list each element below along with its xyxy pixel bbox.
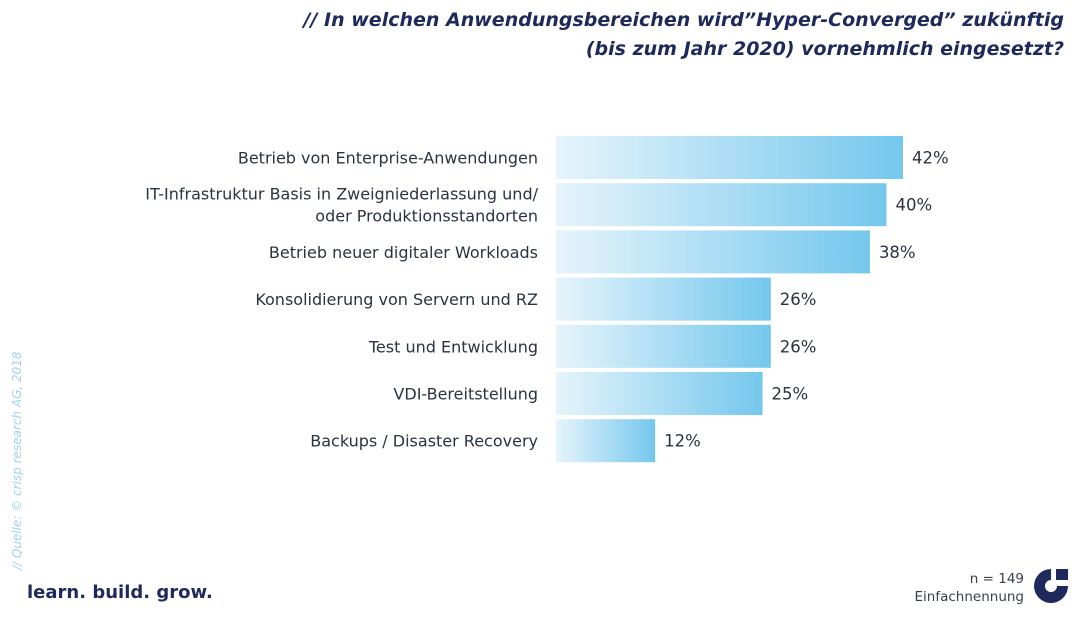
category-label-2: IT-Infrastruktur Basis in Zweigniederlas… (145, 185, 538, 226)
value-label-6: 25% (772, 385, 809, 404)
chart-title-line-2: (bis zum Jahr 2020) vornehmlich eingeset… (585, 38, 1064, 60)
chart-title: // In welchen Anwendungsbereichen wird”H… (164, 6, 1064, 64)
source-note: // Quelle: © crisp research AG, 2018 (10, 351, 24, 570)
value-label-4: 26% (780, 290, 817, 309)
value-label-3: 38% (879, 243, 916, 262)
crisp-c-logo-icon (1034, 569, 1068, 603)
category-label-6-line-1: VDI-Bereitstellung (393, 385, 538, 404)
category-label-5: Test und Entwicklung (368, 337, 538, 356)
value-label-1: 42% (912, 149, 949, 168)
category-label-1: Betrieb von Enterprise-Anwendungen (238, 149, 538, 168)
category-label-5-line-1: Test und Entwicklung (368, 337, 538, 356)
slogan: learn. build. grow. (27, 582, 213, 603)
category-label-3: Betrieb neuer digitaler Workloads (269, 243, 538, 262)
category-label-7: Backups / Disaster Recovery (310, 432, 538, 451)
bar-7 (556, 419, 656, 463)
category-label-4: Konsolidierung von Servern und RZ (255, 290, 538, 309)
sample-info: n = 149 Einfachnennung (915, 570, 1025, 606)
category-label-2-line-1: IT-Infrastruktur Basis in Zweigniederlas… (145, 185, 538, 204)
category-label-7-line-1: Backups / Disaster Recovery (310, 432, 538, 451)
bar-6 (556, 372, 763, 415)
category-label-4-line-1: Konsolidierung von Servern und RZ (255, 290, 538, 309)
value-label-7: 12% (664, 432, 701, 451)
value-label-5: 26% (780, 337, 817, 356)
bar-4 (556, 277, 771, 321)
chart-title-line-1: // In welchen Anwendungsbereichen wird”H… (303, 9, 1064, 31)
category-label-3-line-1: Betrieb neuer digitaler Workloads (269, 243, 538, 262)
bar-3 (556, 230, 870, 274)
value-label-2: 40% (895, 196, 932, 215)
bars-group: 42% Betrieb von Enterprise-Anwendungen 40%… (145, 136, 949, 463)
category-label-1-line-1: Betrieb von Enterprise-Anwendungen (238, 149, 538, 168)
sample-type: Einfachnennung (914, 589, 1025, 605)
category-label-2-line-2: oder Produktionsstandorten (315, 207, 538, 226)
bar-5 (556, 324, 771, 368)
bar-2 (556, 183, 887, 227)
category-label-6: VDI-Bereitstellung (393, 385, 538, 404)
bar-1 (556, 136, 903, 179)
sample-size: n = 149 (969, 571, 1024, 587)
